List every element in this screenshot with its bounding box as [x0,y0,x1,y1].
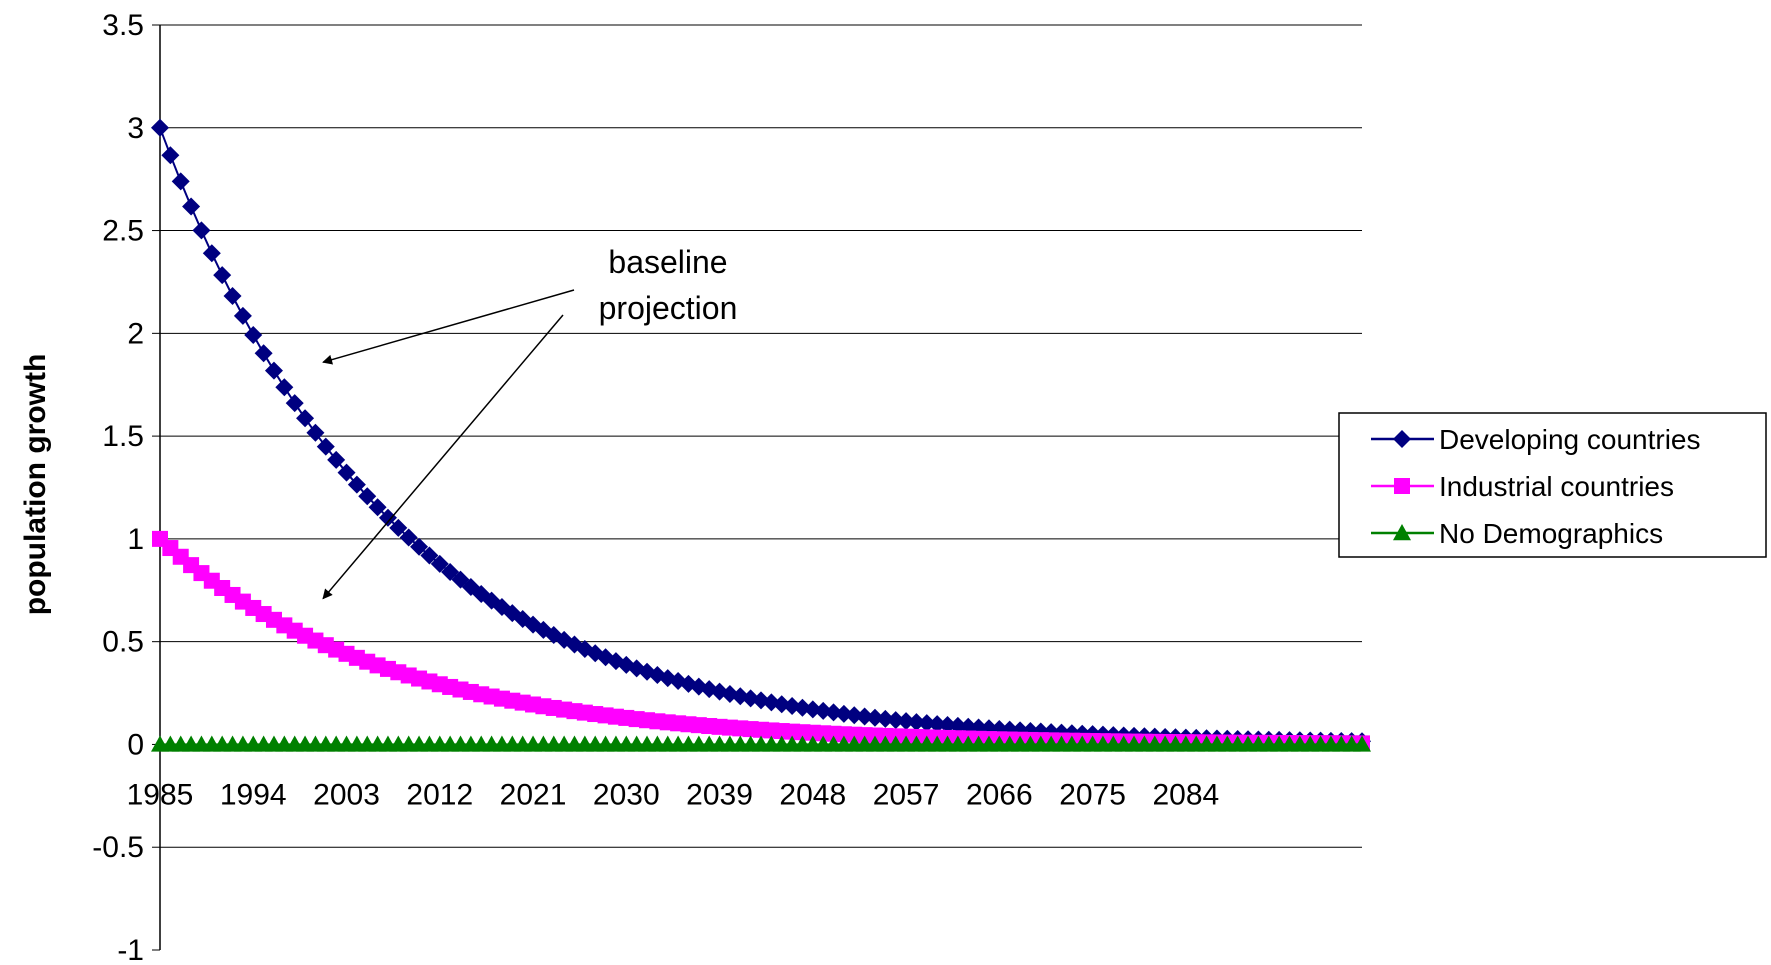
data-point [358,487,377,506]
annotation-arrow [322,314,564,600]
data-point [254,344,273,363]
y-tick-label: -0.5 [92,831,144,864]
data-point [1353,735,1371,752]
data-point [430,554,449,573]
data-point [368,498,387,517]
y-tick-label: 3 [127,112,144,145]
annotation-layer: baseline projection [322,244,738,600]
data-point [285,394,304,413]
data-point [296,409,315,428]
x-tick-label: 2021 [500,778,567,811]
annotation-arrow [322,289,575,365]
data-point [865,708,884,727]
x-tick-label: 2057 [873,778,940,811]
annotation-text: baseline [608,244,727,280]
x-tick-label: 1985 [127,778,194,811]
data-point [223,286,242,305]
data-point [938,716,957,735]
annotation-text: projection [599,290,738,326]
legend-marker [1394,478,1410,494]
x-tick-label: 2075 [1059,778,1126,811]
data-point [264,361,283,380]
y-tick-label: 0.5 [102,626,144,659]
legend-item: Developing countries [1371,424,1701,455]
data-point [834,704,853,723]
legend-label: No Demographics [1439,518,1663,549]
data-point [420,546,439,565]
data-point [213,266,232,285]
legend-marker [1393,524,1411,541]
gridlines [160,24,1362,848]
legend-label: Industrial countries [1439,471,1674,502]
data-point [928,715,947,734]
data-point [845,706,864,725]
data-point [316,437,335,456]
x-tick-label: 2030 [593,778,660,811]
legend-label: Developing countries [1439,424,1701,455]
data-point [378,508,397,527]
y-tick-label: 3.5 [102,9,144,42]
data-point [855,707,874,726]
data-point [917,714,936,733]
legend-item: No Demographics [1371,518,1663,549]
data-point [897,712,916,731]
x-tick-label: 2003 [313,778,380,811]
series-industrial-countries [152,530,1370,752]
y-tick-label: -1 [117,934,144,965]
legend-item: Industrial countries [1371,471,1674,502]
series-layer [151,118,1371,752]
x-tick-label: 2012 [406,778,473,811]
data-point [347,475,366,494]
data-point [389,518,408,537]
data-point [161,146,180,165]
data-point [202,244,221,263]
series-no-demographics [151,735,1371,752]
x-tick-label: 2048 [779,778,846,811]
data-point [886,711,905,730]
x-tick-label: 2066 [966,778,1033,811]
data-point [151,118,169,137]
data-point [876,709,895,728]
data-point [275,378,294,397]
data-point [399,528,418,547]
data-point [441,562,460,581]
y-tick-label: 2.5 [102,215,144,248]
y-axis-title: population growth [19,354,52,616]
y-tick-label: 0 [127,728,144,761]
legend: Developing countries Industrial countries… [1338,412,1767,558]
y-tick-label: 2 [127,317,144,350]
data-point [337,463,356,482]
data-point [907,713,926,732]
data-point [192,221,211,240]
data-point [182,197,201,216]
data-point [244,325,263,344]
data-point [233,306,252,325]
x-tick-label: 1994 [220,778,287,811]
x-tick-label: 2039 [686,778,753,811]
y-tick-label: 1 [127,523,144,556]
x-tick-label: 2084 [1152,778,1219,811]
legend-marker [1393,430,1411,448]
data-point [410,537,429,556]
axes: -1 -0.5 0 0.5 1 1.5 2 2.5 3 3.5 1985 1994 2003 2012 20… [19,9,1362,965]
series-line [159,538,1363,745]
data-point [327,450,346,469]
data-point [306,423,325,442]
data-point [171,172,190,191]
y-tick-label: 1.5 [102,420,144,453]
